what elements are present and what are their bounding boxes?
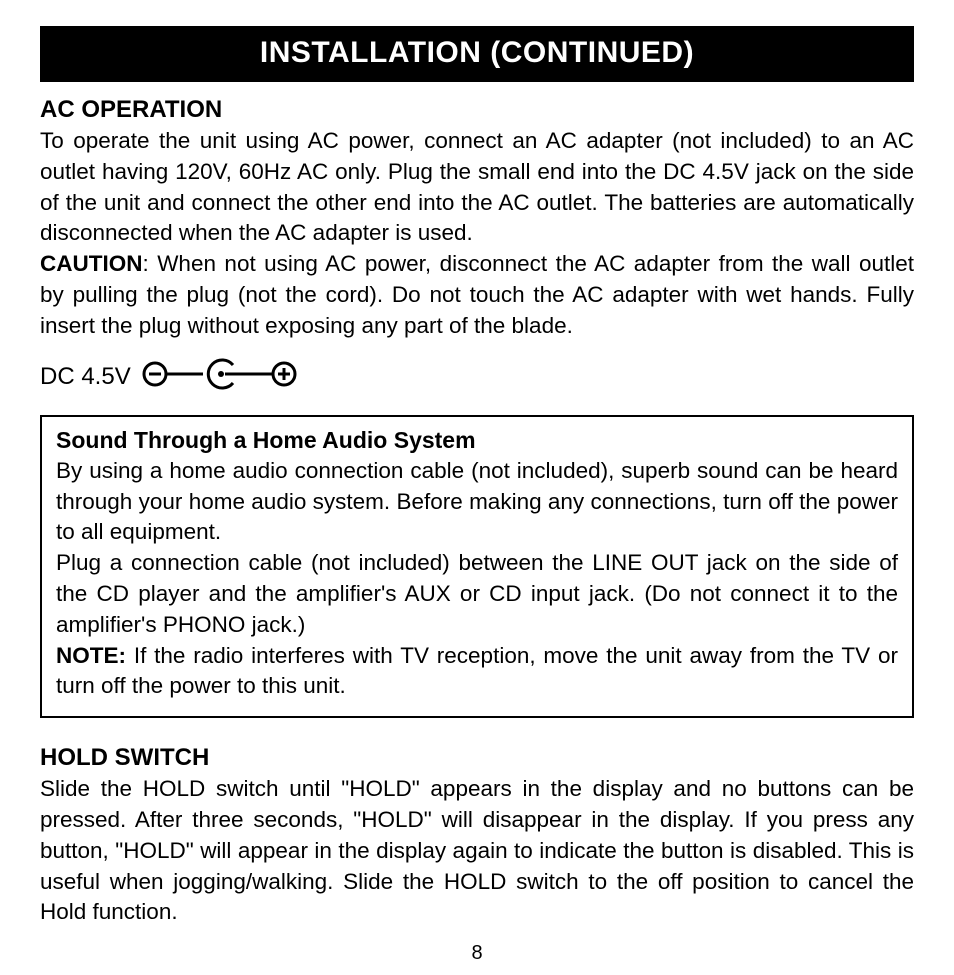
home-audio-note: NOTE: If the radio interferes with TV re…: [56, 641, 898, 703]
home-audio-box: Sound Through a Home Audio System By usi…: [40, 415, 914, 719]
note-text: If the radio interferes with TV receptio…: [56, 643, 898, 699]
caution-text: : When not using AC power, disconnect th…: [40, 251, 914, 338]
title-bar: INSTALLATION (CONTINUED): [40, 26, 914, 82]
polarity-icon: [141, 356, 301, 399]
ac-operation-caution: CAUTION: When not using AC power, discon…: [40, 249, 914, 341]
dc-voltage-label: DC 4.5V: [40, 363, 131, 391]
document-page: INSTALLATION (CONTINUED) AC OPERATION To…: [0, 0, 954, 975]
ac-operation-para1: To operate the unit using AC power, conn…: [40, 126, 914, 249]
hold-switch-heading: HOLD SWITCH: [40, 744, 914, 772]
note-label: NOTE:: [56, 643, 126, 668]
hold-switch-para: Slide the HOLD switch until "HOLD" appea…: [40, 774, 914, 928]
dc-polarity-row: DC 4.5V: [40, 356, 914, 399]
ac-operation-heading: AC OPERATION: [40, 96, 914, 124]
home-audio-para2: Plug a connection cable (not included) b…: [56, 548, 898, 640]
caution-label: CAUTION: [40, 251, 143, 276]
home-audio-heading: Sound Through a Home Audio System: [56, 427, 898, 454]
home-audio-para1: By using a home audio connection cable (…: [56, 456, 898, 548]
